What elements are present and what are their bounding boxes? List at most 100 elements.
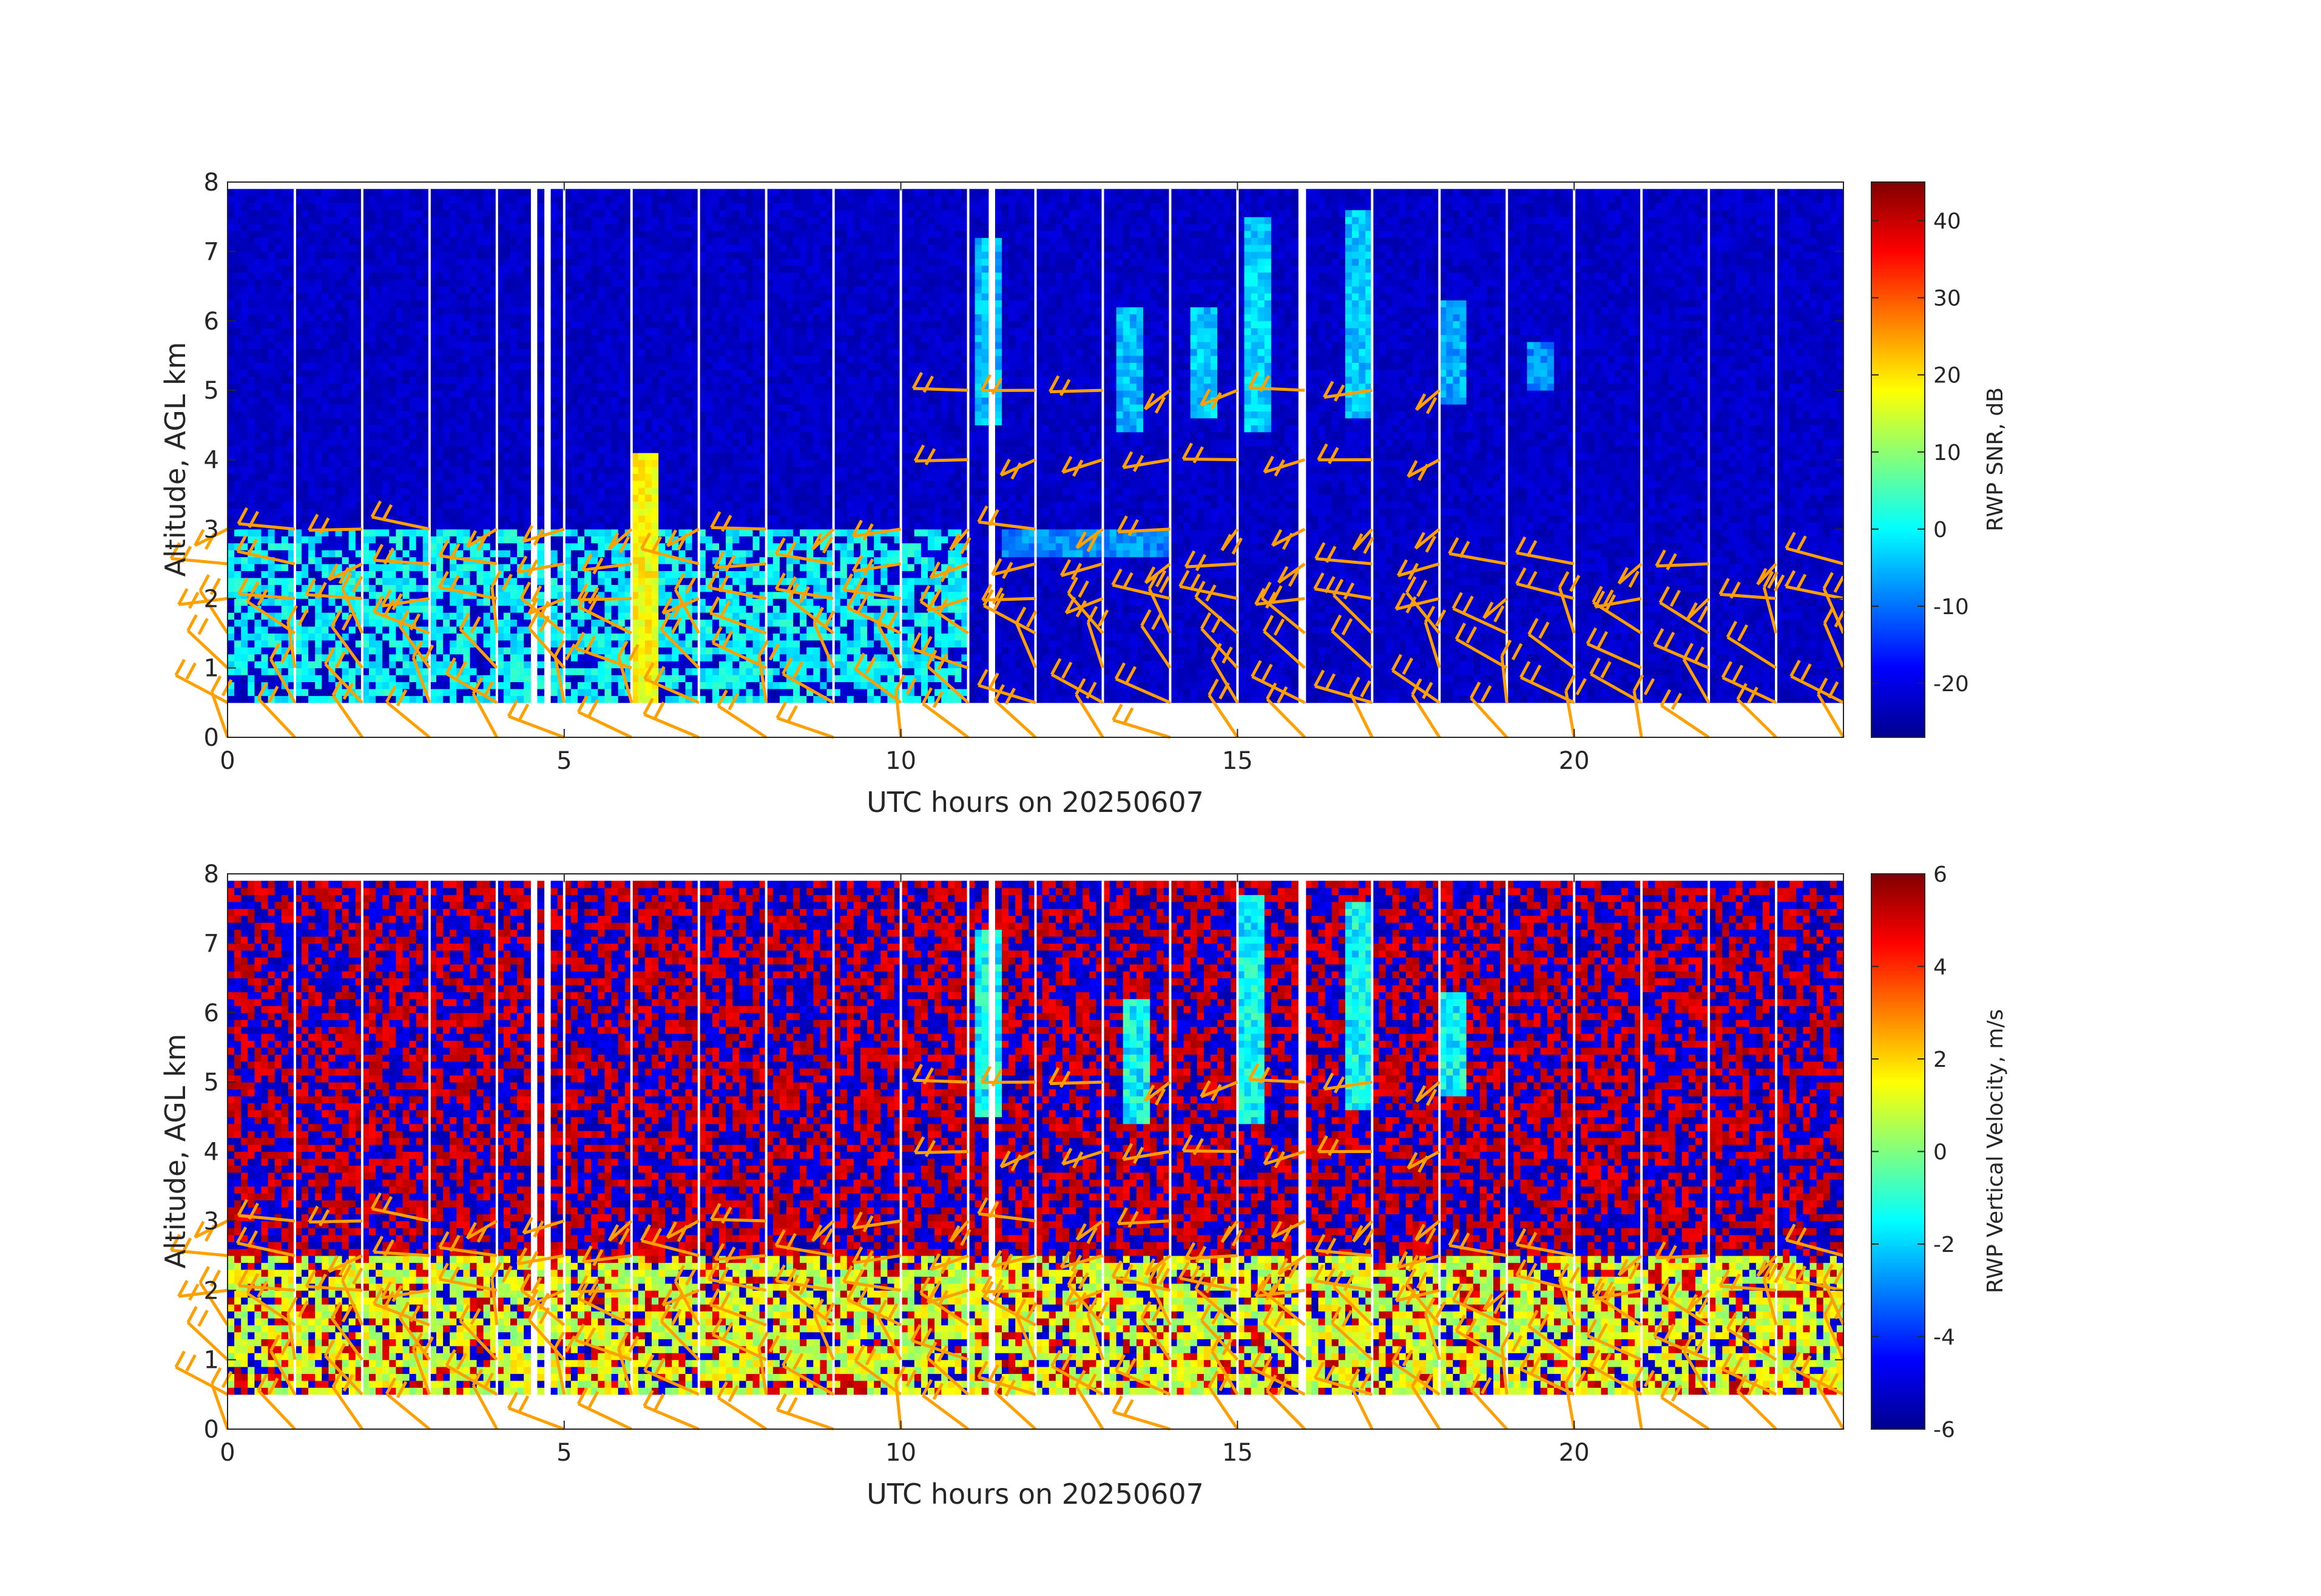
heatmap-cell — [456, 397, 464, 405]
heatmap-cell — [288, 459, 296, 467]
heatmap-cell — [644, 342, 652, 350]
heatmap-cell — [584, 695, 592, 703]
heatmap-cell — [598, 404, 605, 411]
heatmap-cell — [302, 348, 309, 356]
heatmap-cell — [369, 265, 376, 273]
heatmap-cell — [470, 536, 478, 544]
heatmap-cell — [463, 619, 471, 627]
heatmap-cell — [578, 508, 585, 516]
heatmap-cell — [517, 570, 524, 578]
heatmap-cell — [510, 418, 518, 425]
heatmap-cell — [665, 668, 672, 675]
heatmap-cell — [443, 640, 450, 648]
heatmap-cell — [672, 355, 679, 363]
heatmap-cell — [429, 466, 437, 474]
heatmap-cell — [254, 598, 262, 606]
heatmap-cell — [342, 369, 350, 377]
heatmap-cell — [355, 383, 363, 391]
heatmap-cell — [564, 320, 572, 328]
heatmap-cell — [578, 209, 585, 217]
heatmap-cell — [348, 209, 356, 217]
heatmap-cell — [517, 328, 524, 336]
heatmap-cell — [315, 633, 322, 641]
heatmap-cell — [228, 487, 235, 495]
heatmap-cell — [281, 306, 289, 314]
heatmap-cell — [470, 362, 478, 370]
heatmap-cell — [382, 390, 390, 398]
heatmap-cell — [456, 418, 464, 425]
heatmap-cell — [638, 619, 646, 627]
heatmap-cell — [665, 314, 672, 322]
heatmap-cell — [517, 480, 524, 488]
heatmap-cell — [524, 258, 531, 266]
heatmap-cell — [463, 320, 471, 328]
heatmap-cell — [261, 404, 269, 411]
heatmap-cell — [652, 279, 659, 287]
heatmap-cell — [261, 654, 269, 661]
heatmap-cell — [463, 550, 471, 558]
heatmap-cell — [302, 355, 309, 363]
heatmap-cell — [611, 612, 619, 620]
heatmap-cell — [564, 536, 572, 544]
heatmap-cell — [658, 244, 666, 252]
heatmap-cell — [355, 272, 363, 280]
heatmap-cell — [274, 695, 282, 703]
heatmap-cell — [288, 286, 296, 294]
heatmap-cell — [402, 473, 410, 481]
heatmap-cell — [652, 668, 659, 675]
heatmap-cell — [274, 189, 282, 197]
heatmap-cell — [550, 501, 558, 509]
heatmap-cell — [476, 640, 484, 648]
heatmap-cell — [483, 668, 491, 675]
heatmap-cell — [315, 445, 322, 453]
heatmap-cell — [328, 334, 336, 342]
heatmap-cell — [436, 675, 444, 683]
heatmap-cell — [241, 570, 248, 578]
heatmap-cell — [490, 681, 498, 689]
heatmap-cell — [672, 564, 679, 572]
heatmap-cell — [456, 231, 464, 238]
heatmap-cell — [591, 383, 598, 391]
heatmap-cell — [470, 306, 478, 314]
heatmap-cell — [537, 231, 545, 238]
heatmap-cell — [362, 515, 370, 522]
heatmap-cell — [355, 688, 363, 696]
heatmap-cell — [402, 390, 410, 398]
heatmap-cell — [422, 570, 430, 578]
heatmap-cell — [342, 453, 350, 461]
heatmap-cell — [369, 605, 376, 613]
heatmap-cell — [463, 189, 471, 197]
heatmap-cell — [450, 494, 457, 502]
heatmap-cell — [598, 695, 605, 703]
heatmap-cell — [376, 536, 383, 544]
heatmap-cell — [570, 480, 578, 488]
heatmap-cell — [450, 376, 457, 384]
heatmap-cell — [362, 501, 370, 509]
heatmap-cell — [470, 654, 478, 661]
heatmap-cell — [672, 328, 679, 336]
heatmap-cell — [524, 439, 531, 447]
heatmap-cell — [348, 466, 356, 474]
heatmap-cell — [470, 473, 478, 481]
heatmap-cell — [631, 244, 639, 252]
heatmap-cell — [598, 244, 605, 252]
heatmap-cell — [665, 647, 672, 655]
heatmap-cell — [302, 654, 309, 661]
heatmap-cell — [228, 591, 235, 599]
heatmap-cell — [604, 418, 612, 425]
heatmap-cell — [402, 265, 410, 273]
heatmap-cell — [450, 612, 457, 620]
heatmap-cell — [496, 459, 504, 467]
heatmap-cell — [308, 369, 316, 377]
heatmap-cell — [241, 231, 248, 238]
heatmap-cell — [517, 584, 524, 592]
heatmap-cell — [665, 466, 672, 474]
heatmap-cell — [557, 320, 565, 328]
heatmap-cell — [376, 480, 383, 488]
heatmap-cell — [362, 605, 370, 613]
heatmap-cell — [463, 598, 471, 606]
heatmap-cell — [570, 376, 578, 384]
heatmap-cell — [396, 209, 404, 217]
heatmap-cell — [496, 668, 504, 675]
heatmap-cell — [598, 265, 605, 273]
